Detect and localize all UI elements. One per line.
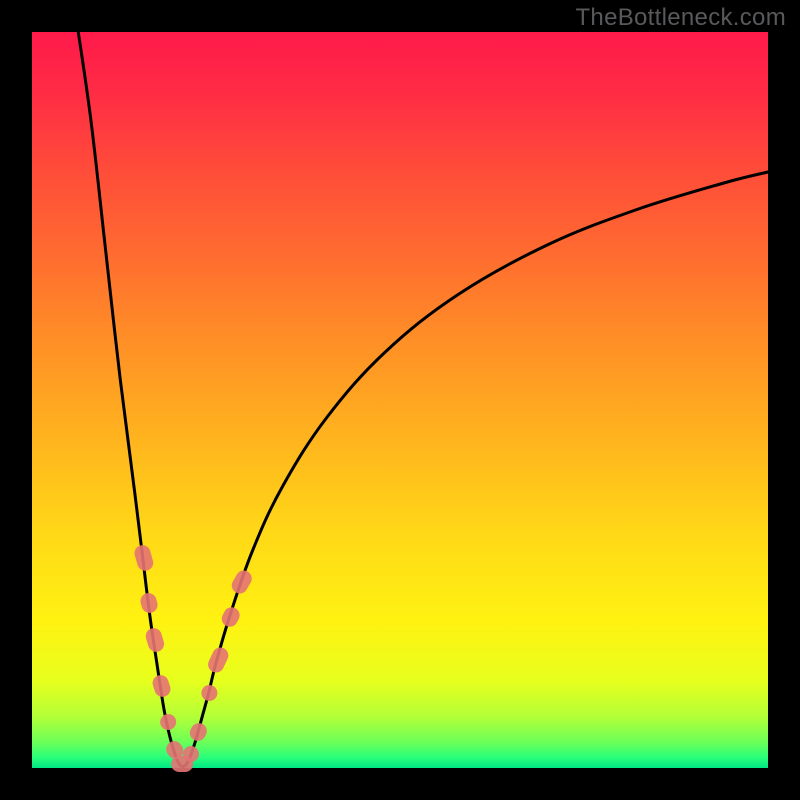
gradient-panel	[32, 32, 768, 768]
bottleneck-chart	[0, 0, 800, 800]
chart-container: { "watermark": { "text": "TheBottleneck.…	[0, 0, 800, 800]
watermark-text: TheBottleneck.com	[575, 4, 786, 32]
